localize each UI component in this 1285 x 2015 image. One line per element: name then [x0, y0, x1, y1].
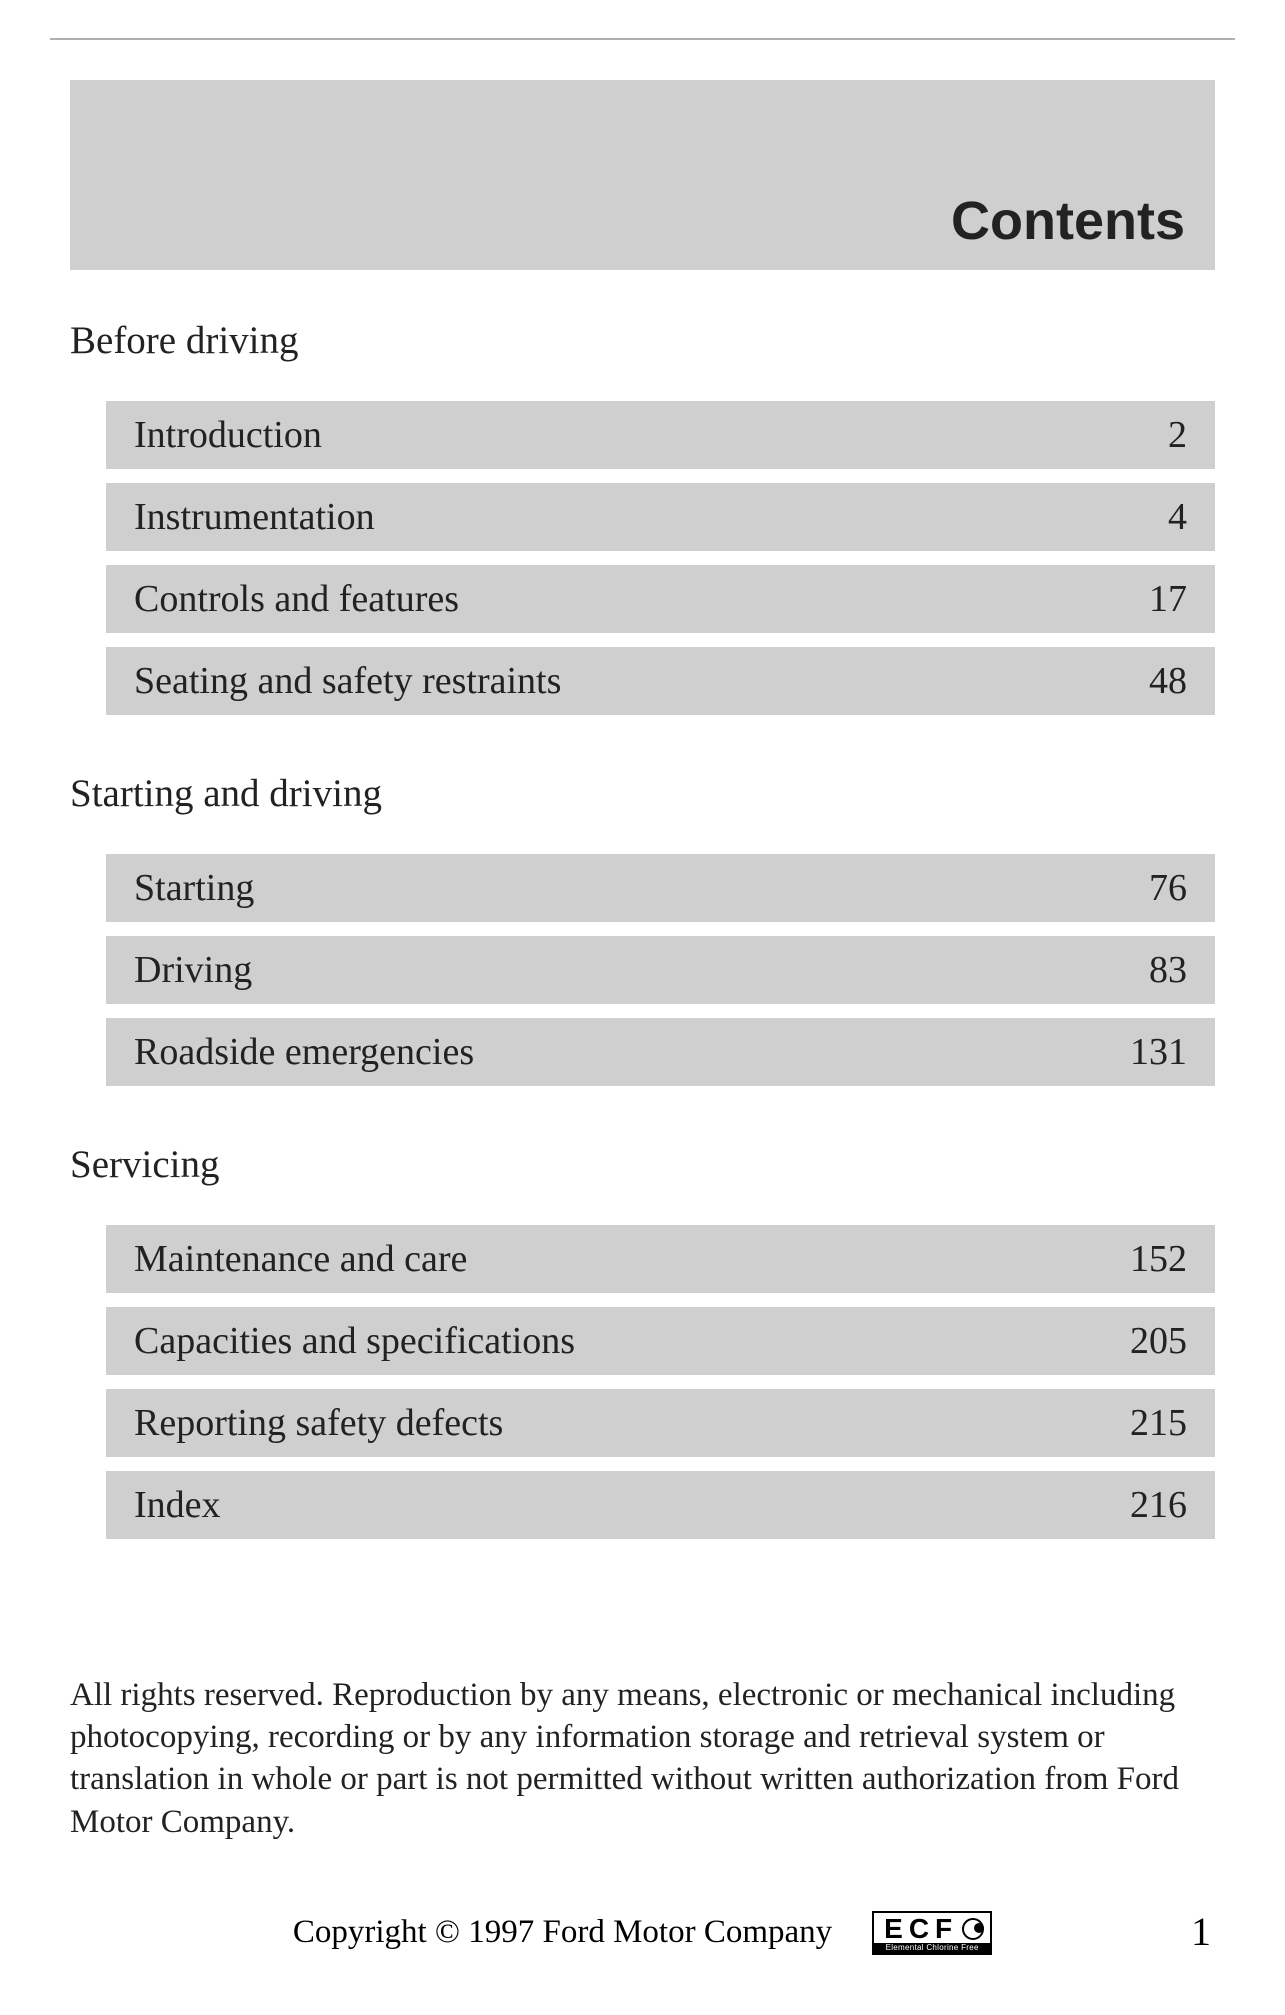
page-container: Contents Before driving Introduction 2 Inst… [0, 0, 1285, 2015]
toc-row: Index 216 [106, 1471, 1215, 1539]
toc-page-number: 48 [1149, 659, 1187, 703]
toc-label: Introduction [134, 413, 322, 457]
toc-label: Seating and safety restraints [134, 659, 561, 703]
toc-row: Reporting safety defects 215 [106, 1389, 1215, 1457]
toc-page-number: 83 [1149, 948, 1187, 992]
legal-text: All rights reserved. Reproduction by any… [70, 1674, 1215, 1843]
toc-page-number: 131 [1130, 1030, 1187, 1074]
toc-page-number: 17 [1149, 577, 1187, 621]
copyright-line: Copyright © 1997 Ford Motor Company ECF … [70, 1911, 1215, 1955]
section-gap [70, 1100, 1215, 1142]
page-number: 1 [1191, 1908, 1211, 1955]
toc-row: Instrumentation 4 [106, 483, 1215, 551]
toc-page-number: 205 [1130, 1319, 1187, 1363]
header-banner: Contents [70, 80, 1215, 270]
toc-row: Introduction 2 [106, 401, 1215, 469]
section-heading: Starting and driving [70, 771, 1215, 816]
toc-label: Controls and features [134, 577, 459, 621]
ecf-badge: ECF Elemental Chlorine Free [872, 1911, 992, 1955]
section-gap [70, 729, 1215, 771]
toc-row: Driving 83 [106, 936, 1215, 1004]
top-rule [50, 38, 1235, 40]
toc-row: Maintenance and care 152 [106, 1225, 1215, 1293]
toc-page-number: 4 [1168, 495, 1187, 539]
toc-label: Starting [134, 866, 254, 910]
toc-label: Roadside emergencies [134, 1030, 474, 1074]
toc-page-number: 215 [1130, 1401, 1187, 1445]
toc-row: Capacities and specifications 205 [106, 1307, 1215, 1375]
section-heading: Servicing [70, 1142, 1215, 1187]
toc-row: Roadside emergencies 131 [106, 1018, 1215, 1086]
section-heading: Before driving [70, 318, 1215, 363]
ecf-badge-letters: ECF [874, 1913, 990, 1943]
recycle-icon [962, 1918, 984, 1940]
toc-page-number: 152 [1130, 1237, 1187, 1281]
toc-page-number: 216 [1130, 1483, 1187, 1527]
page-title: Contents [951, 190, 1185, 252]
toc-label: Index [134, 1483, 221, 1527]
toc-page-number: 2 [1168, 413, 1187, 457]
toc-label: Capacities and specifications [134, 1319, 575, 1363]
toc-row: Controls and features 17 [106, 565, 1215, 633]
toc-label: Instrumentation [134, 495, 375, 539]
toc-label: Maintenance and care [134, 1237, 467, 1281]
toc-page-number: 76 [1149, 866, 1187, 910]
table-of-contents: Before driving Introduction 2 Instrumentati… [70, 318, 1215, 1539]
toc-label: Driving [134, 948, 252, 992]
copyright-text: Copyright © 1997 Ford Motor Company [293, 1914, 832, 1951]
toc-label: Reporting safety defects [134, 1401, 503, 1445]
ecf-badge-subtext: Elemental Chlorine Free [874, 1943, 990, 1953]
toc-row: Seating and safety restraints 48 [106, 647, 1215, 715]
toc-row: Starting 76 [106, 854, 1215, 922]
